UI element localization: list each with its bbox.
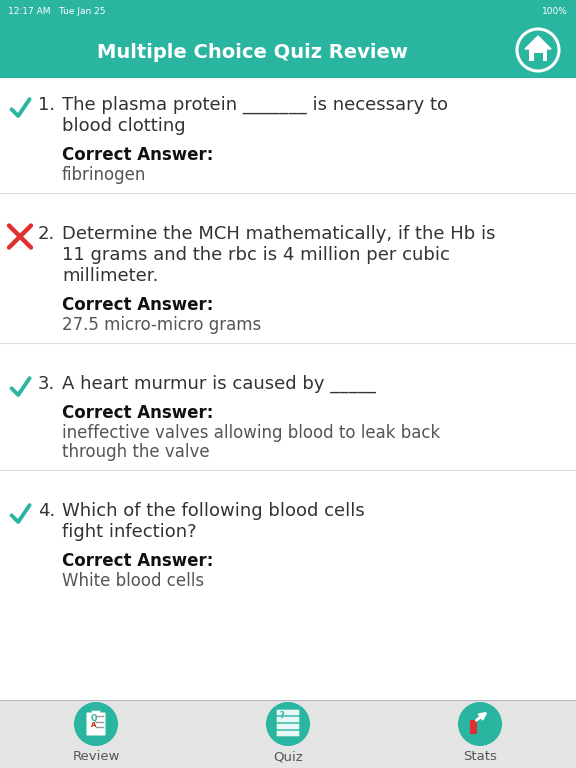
Polygon shape: [525, 36, 551, 49]
Text: fibrinogen: fibrinogen: [62, 166, 146, 184]
Text: blood clotting: blood clotting: [62, 117, 185, 135]
FancyBboxPatch shape: [86, 713, 105, 736]
FancyBboxPatch shape: [92, 710, 100, 715]
Circle shape: [458, 702, 502, 746]
Text: A heart murmur is caused by _____: A heart murmur is caused by _____: [62, 375, 376, 393]
Text: 1.: 1.: [38, 96, 55, 114]
FancyBboxPatch shape: [276, 723, 300, 730]
Text: Which of the following blood cells: Which of the following blood cells: [62, 502, 365, 520]
FancyBboxPatch shape: [479, 714, 487, 734]
Circle shape: [74, 702, 118, 746]
Text: 100%: 100%: [542, 7, 568, 16]
Text: fight infection?: fight infection?: [62, 523, 196, 541]
FancyBboxPatch shape: [276, 710, 300, 715]
Text: Quiz: Quiz: [273, 750, 303, 763]
FancyBboxPatch shape: [0, 0, 576, 78]
Text: Correct Answer:: Correct Answer:: [62, 146, 213, 164]
Text: Correct Answer:: Correct Answer:: [62, 552, 213, 570]
Text: White blood cells: White blood cells: [62, 572, 204, 590]
Text: Correct Answer:: Correct Answer:: [62, 404, 213, 422]
FancyBboxPatch shape: [529, 48, 547, 61]
Text: Multiple Choice Quiz Review: Multiple Choice Quiz Review: [97, 42, 407, 61]
FancyBboxPatch shape: [276, 730, 300, 737]
Text: 3.: 3.: [38, 375, 55, 393]
Circle shape: [517, 29, 559, 71]
Text: 12:17 AM   Tue Jan 25: 12:17 AM Tue Jan 25: [8, 7, 105, 16]
Text: through the valve: through the valve: [62, 443, 210, 461]
Text: 11 grams and the rbc is 4 million per cubic: 11 grams and the rbc is 4 million per cu…: [62, 246, 450, 264]
FancyBboxPatch shape: [470, 720, 477, 734]
Text: Q: Q: [91, 714, 97, 723]
FancyBboxPatch shape: [276, 717, 300, 722]
FancyBboxPatch shape: [0, 700, 576, 768]
Text: Determine the MCH mathematically, if the Hb is: Determine the MCH mathematically, if the…: [62, 225, 495, 243]
Text: 4.: 4.: [38, 502, 55, 520]
Text: Review: Review: [72, 750, 120, 763]
Text: A: A: [91, 722, 96, 728]
Text: 2.: 2.: [38, 225, 55, 243]
Text: ineffective valves allowing blood to leak back: ineffective valves allowing blood to lea…: [62, 424, 440, 442]
Text: 27.5 micro-micro grams: 27.5 micro-micro grams: [62, 316, 262, 334]
Circle shape: [266, 702, 310, 746]
Text: Stats: Stats: [463, 750, 497, 763]
Text: ?: ?: [279, 711, 284, 720]
Text: millimeter.: millimeter.: [62, 267, 158, 285]
Text: Correct Answer:: Correct Answer:: [62, 296, 213, 314]
FancyBboxPatch shape: [533, 53, 543, 61]
Text: The plasma protein _______ is necessary to: The plasma protein _______ is necessary …: [62, 96, 448, 114]
